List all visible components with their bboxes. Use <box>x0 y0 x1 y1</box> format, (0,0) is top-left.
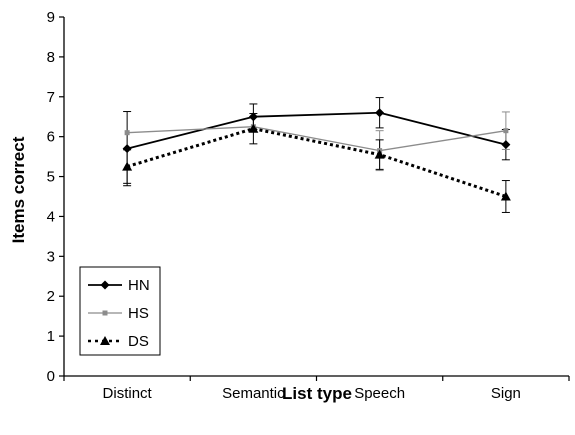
legend-marker-hn <box>100 280 110 290</box>
y-tick-label: 8 <box>47 49 55 66</box>
legend-label-ds: DS <box>128 333 149 350</box>
series-line-hn <box>126 111 507 150</box>
legend-label-hn: HN <box>128 277 150 294</box>
data-point-hn <box>375 108 385 118</box>
x-tick-label: Speech <box>354 385 405 402</box>
data-point-ds <box>122 161 133 171</box>
y-tick-label: 7 <box>47 89 55 106</box>
legend-item-ds: DS <box>88 333 149 350</box>
legend-label-hs: HS <box>128 305 149 322</box>
legend: HN HS DS <box>79 266 161 356</box>
legend-item-hn: HN <box>88 277 150 294</box>
y-axis-title: Items correct <box>9 136 28 243</box>
legend-box <box>79 266 161 356</box>
series-lines <box>126 111 507 198</box>
y-tick-label: 6 <box>47 129 55 146</box>
y-ticks: 0 1 2 3 4 5 6 7 8 9 <box>47 9 64 385</box>
data-point-hn <box>501 140 511 150</box>
series-line-hs <box>127 126 506 152</box>
legend-items: HN HS DS <box>88 277 150 350</box>
legend-marker-hs <box>102 310 108 316</box>
y-tick-label: 3 <box>47 248 55 265</box>
legend-marker-ds <box>100 336 110 345</box>
y-tick-label: 2 <box>47 288 55 305</box>
y-tick-label: 9 <box>47 9 55 26</box>
legend-item-hs: HS <box>88 305 149 322</box>
data-point-ds <box>500 191 511 201</box>
data-point-hn <box>122 144 132 154</box>
data-point-hn <box>248 112 258 122</box>
y-tick-label: 4 <box>47 208 55 225</box>
y-tick-label: 0 <box>47 368 55 385</box>
y-tick-label: 5 <box>47 169 55 186</box>
series-markers <box>122 108 511 201</box>
data-point-ds <box>374 149 385 159</box>
data-point-ds <box>248 123 259 133</box>
y-tick-label: 1 <box>47 328 55 345</box>
data-point-hs <box>124 130 130 136</box>
x-axis-title: List type <box>282 384 352 403</box>
x-ticks: Distinct Semantic Speech Sign <box>63 376 570 402</box>
data-point-hs <box>503 128 509 134</box>
x-tick-label: Semantic <box>222 385 285 402</box>
x-tick-label: Sign <box>491 385 521 402</box>
x-tick-label: Distinct <box>103 385 153 402</box>
